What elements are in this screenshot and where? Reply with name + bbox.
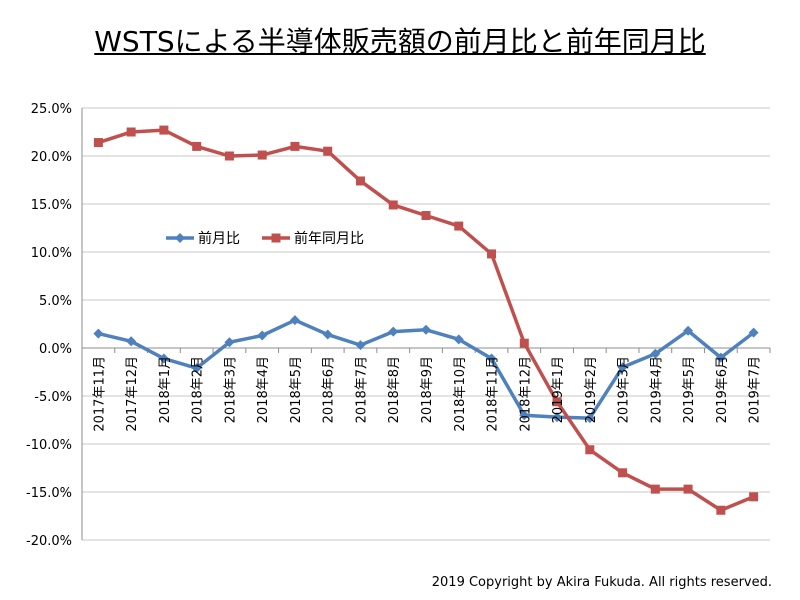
data-point-marker [158,353,169,364]
y-tick-label: -15.0% [26,486,72,501]
data-point-marker [650,484,660,494]
data-point-marker [749,492,759,502]
data-point-marker [355,176,365,186]
data-point-marker [716,505,726,515]
data-point-marker [683,484,693,494]
data-point-marker [126,336,137,347]
x-tick-label: 2019年6月 [715,356,730,423]
data-point-marker [584,413,595,424]
data-point-marker [355,340,366,351]
legend-marker-diamond [175,233,185,243]
x-tick-label: 2018年6月 [322,356,337,423]
data-point-marker [388,326,399,337]
data-point-marker [224,151,234,161]
x-tick-label: 2017年12月 [125,356,140,432]
x-tick-label: 2017年11月 [92,356,107,432]
chart-title: WSTSによる半導体販売額の前月比と前年同月比 [94,25,706,58]
y-tick-label: -20.0% [26,534,72,549]
data-point-marker [715,352,726,363]
series-lines [93,125,759,515]
data-point-marker [650,348,661,359]
data-point-marker [453,334,464,345]
series-line-1 [97,128,755,512]
x-tick-label: 2018年3月 [223,356,238,423]
x-tick-label: 2018年11月 [486,356,501,432]
gridlines [82,107,770,541]
data-point-marker [290,141,300,151]
x-tick-label: 2018年5月 [289,356,304,423]
copyright-text: 2019 Copyright by Akira Fukuda. All righ… [431,575,772,590]
x-tick-label: 2018年12月 [518,356,533,432]
x-axis-tick-labels: 2017年11月 2017年12月 2018年1月 2018年2月 2018年3月 201… [92,356,762,432]
legend: 前月比 前年同月比 [166,230,364,247]
data-point-marker [519,410,530,421]
data-point-marker [159,125,169,135]
data-point-marker [487,249,497,259]
data-point-marker [93,328,104,339]
x-tick-label: 2019年2月 [584,356,599,423]
legend-marker-square [271,233,281,243]
x-tick-label: 2018年2月 [191,356,206,423]
data-point-marker [519,338,529,348]
y-tick-label: 10.0% [31,246,72,261]
y-tick-label: 25.0% [31,102,72,117]
x-tick-label: 2018年4月 [256,356,271,423]
data-point-marker [617,362,628,373]
y-tick-label: 0.0% [39,342,72,357]
data-point-marker [618,468,628,478]
data-point-marker [93,138,103,148]
x-tick-label: 2018年9月 [420,356,435,423]
data-point-marker [421,211,431,221]
data-point-marker [552,397,562,407]
legend-label: 前月比 [198,230,240,247]
data-point-marker [421,324,431,335]
x-tick-label: 2018年1月 [158,356,173,423]
data-point-marker [552,412,563,423]
x-tick-label: 2019年7月 [748,356,763,423]
x-tick-label: 2018年8月 [387,356,402,423]
x-tick-label: 2018年7月 [354,356,369,423]
data-point-marker [257,330,268,341]
data-point-marker [683,325,694,336]
legend-label: 前年同月比 [294,230,364,247]
x-tick-label: 2019年1月 [551,356,566,423]
data-point-marker [192,141,202,151]
data-point-marker [454,221,464,231]
x-tick-label: 2019年3月 [617,356,632,423]
y-tick-label: 5.0% [39,294,72,309]
axes [81,108,771,540]
data-point-marker [748,327,759,338]
data-point-marker [126,127,136,137]
data-point-marker [289,315,300,326]
data-point-marker [486,353,497,364]
y-tick-label: 15.0% [31,198,72,213]
x-tick-label: 2018年10月 [453,356,468,432]
data-point-marker [224,337,235,348]
data-point-marker [323,146,333,156]
data-point-marker [322,329,333,340]
data-point-marker [585,445,595,455]
y-axis-tick-labels: 25.0% 20.0% 15.0% 10.0% 5.0% 0.0% -5.0% -10.0% -… [26,102,72,549]
y-tick-label: 20.0% [31,150,72,165]
y-tick-label: -5.0% [34,390,72,405]
y-tick-label: -10.0% [26,438,72,453]
data-point-marker [388,200,398,210]
x-tick-label: 2019年5月 [682,356,697,423]
data-point-marker [257,150,267,160]
data-point-marker [191,363,202,374]
x-tick-label: 2019年4月 [649,356,664,423]
